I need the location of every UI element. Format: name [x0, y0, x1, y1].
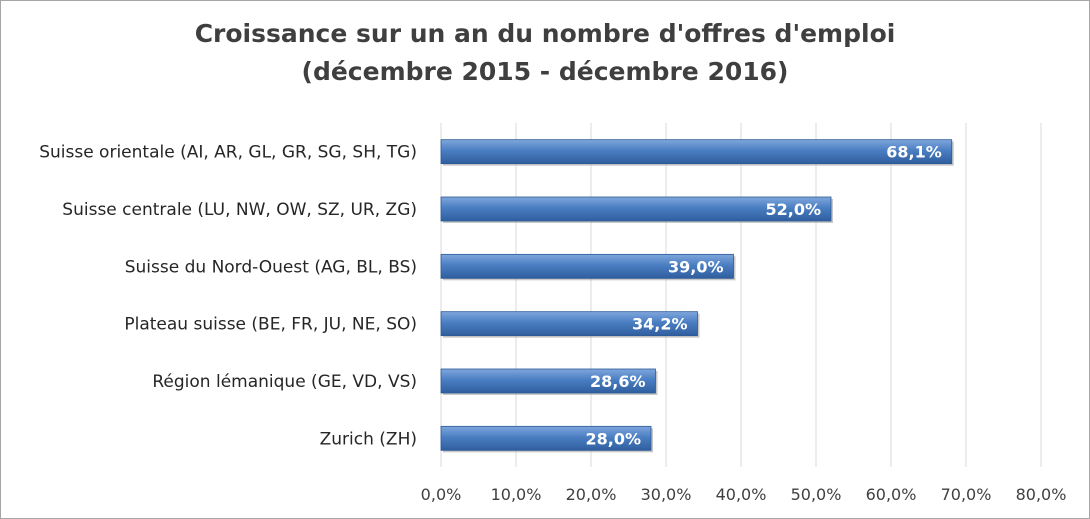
- category-label: Suisse orientale (AI, AR, GL, GR, SG, SH…: [39, 143, 417, 163]
- data-label: 39,0%: [668, 257, 724, 276]
- gridlines: [440, 123, 1042, 467]
- category-label: Suisse centrale (LU, NW, OW, SZ, UR, ZG): [62, 200, 417, 220]
- chart-title-line1: Croissance sur un an du nombre d'offres …: [194, 19, 896, 48]
- data-label: 28,0%: [585, 429, 641, 448]
- category-label: Zurich (ZH): [320, 429, 417, 449]
- category-label: Suisse du Nord-Ouest (AG, BL, BS): [125, 257, 417, 277]
- labels: 0,0% 10,0% 20,0% 30,0% 40,0% 50,0% 60,0% 70,0% 8…: [39, 143, 1066, 504]
- x-tick-label: 40,0%: [716, 485, 767, 504]
- bar: [440, 368, 656, 394]
- bar: [440, 311, 698, 337]
- x-tick-label: 50,0%: [791, 485, 842, 504]
- data-label: 28,6%: [590, 372, 646, 391]
- x-tick-label: 60,0%: [866, 485, 917, 504]
- data-label: 52,0%: [765, 200, 821, 219]
- bars: [440, 139, 954, 453]
- bar: [440, 139, 953, 165]
- data-label: 68,1%: [886, 143, 942, 162]
- category-label: Région lémanique (GE, VD, VS): [152, 372, 417, 392]
- x-tick-label: 80,0%: [1016, 485, 1067, 504]
- chart-title-line2: (décembre 2015 - décembre 2016): [301, 57, 789, 86]
- chart-title: Croissance sur un an du nombre d'offres …: [1, 15, 1089, 91]
- bar: [440, 196, 832, 222]
- x-tick-label: 30,0%: [641, 485, 692, 504]
- data-label: 34,2%: [632, 315, 688, 334]
- bar: [440, 425, 652, 451]
- x-tick-label: 10,0%: [491, 485, 542, 504]
- x-tick-label: 20,0%: [566, 485, 617, 504]
- bar: [440, 253, 734, 279]
- category-label: Plateau suisse (BE, FR, JU, NE, SO): [124, 315, 417, 335]
- x-tick-label: 70,0%: [941, 485, 992, 504]
- x-tick-label: 0,0%: [421, 485, 462, 504]
